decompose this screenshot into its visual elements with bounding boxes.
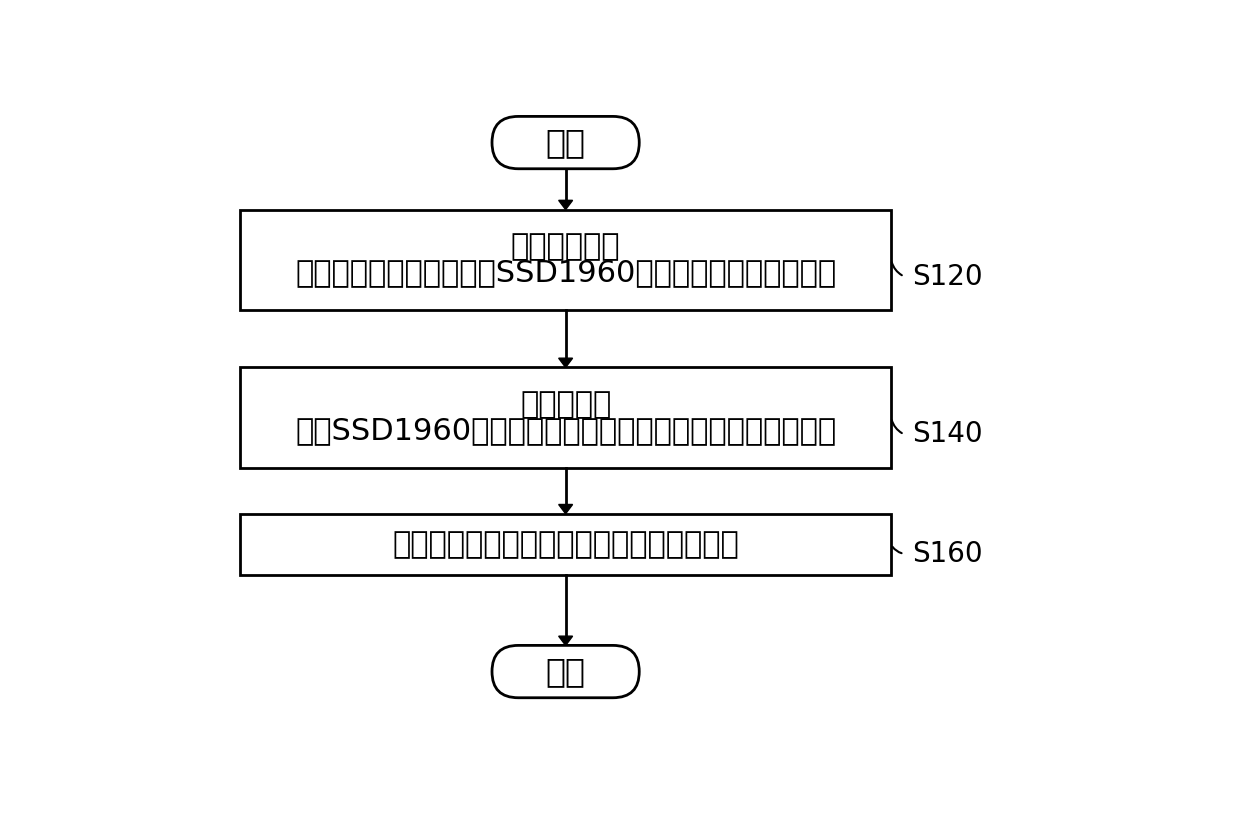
Polygon shape [559, 504, 572, 514]
Text: 视频数字信号: 视频数字信号 [510, 232, 621, 261]
Polygon shape [559, 201, 572, 210]
Text: 频数字信号: 频数字信号 [520, 390, 611, 419]
Bar [240, 210, 891, 309]
Text: 通过SSD1960芯片将串行视频数字信号转换为相应的并行视: 通过SSD1960芯片将串行视频数字信号转换为相应的并行视 [295, 416, 836, 445]
Bar [240, 514, 891, 575]
Text: 将外部视频信号转换为与SSD1960芯片的接口相匹配的串行: 将外部视频信号转换为与SSD1960芯片的接口相匹配的串行 [295, 258, 836, 287]
Text: 结束: 结束 [545, 655, 586, 688]
Text: S140: S140 [912, 420, 983, 449]
Text: 开始: 开始 [545, 126, 586, 159]
Text: S120: S120 [912, 263, 983, 290]
FancyBboxPatch shape [492, 117, 639, 169]
Text: 根据并行视频数字信号驱动硅基液晶显示屏: 根据并行视频数字信号驱动硅基液晶显示屏 [393, 530, 738, 559]
Polygon shape [559, 636, 572, 645]
Text: S160: S160 [912, 539, 983, 568]
FancyBboxPatch shape [492, 645, 639, 698]
Bar [240, 367, 891, 468]
Polygon shape [559, 358, 572, 367]
